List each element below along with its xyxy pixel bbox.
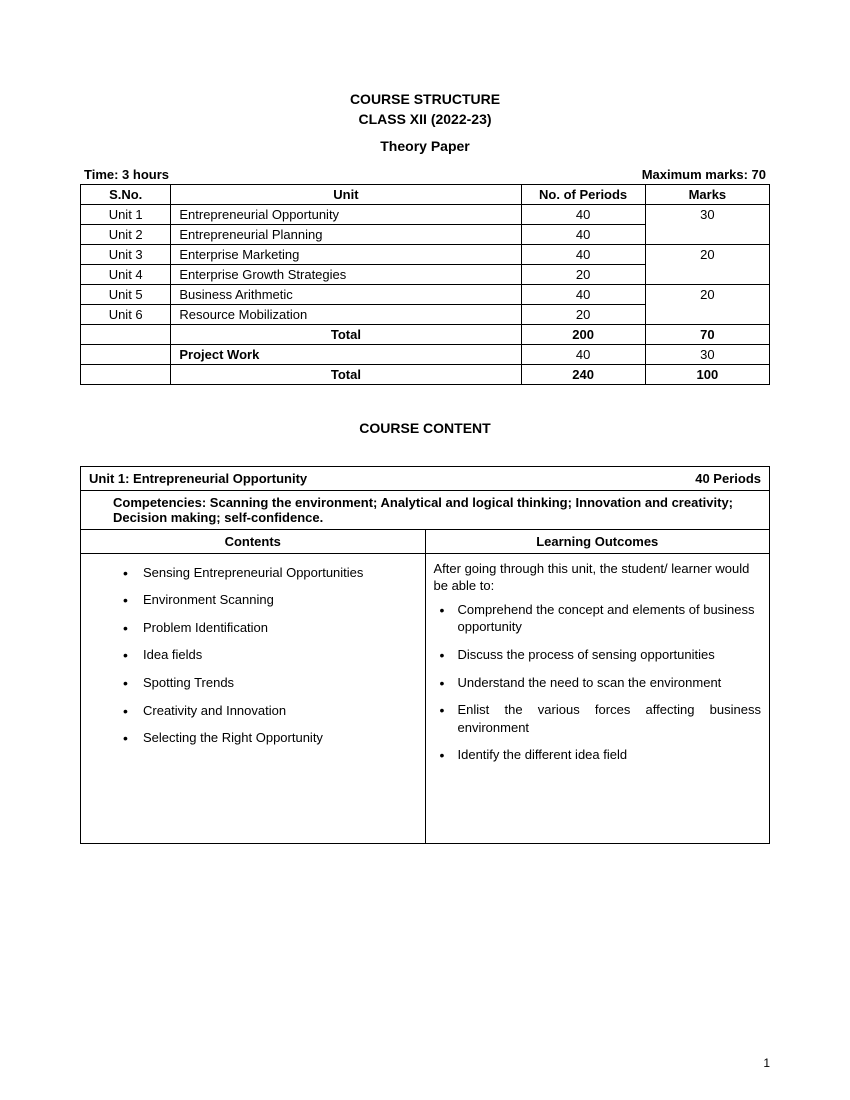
cell-sno: Unit 1 <box>81 204 171 224</box>
grand-total-row: Total240100 <box>81 364 770 384</box>
contents-list: Sensing Entrepreneurial Opportunities Env… <box>89 564 417 747</box>
header-periods: No. of Periods <box>521 184 645 204</box>
table-row: Unit 3Enterprise Marketing4020 <box>81 244 770 264</box>
list-item: Discuss the process of sensing opportuni… <box>436 646 762 664</box>
cell-sno: Unit 6 <box>81 304 171 324</box>
contents-header: Contents <box>81 529 426 553</box>
cell-periods: 40 <box>521 284 645 304</box>
max-marks-label: Maximum marks: 70 <box>642 167 766 182</box>
time-label: Time: 3 hours <box>84 167 169 182</box>
list-item: Spotting Trends <box>119 674 417 692</box>
unit-detail-table: Unit 1: Entrepreneurial Opportunity 40 P… <box>80 466 770 844</box>
cell-sno: Unit 3 <box>81 244 171 264</box>
unit-title: Unit 1: Entrepreneurial Opportunity <box>89 471 307 486</box>
title-line-3: Theory Paper <box>80 137 770 157</box>
outcomes-header: Learning Outcomes <box>425 529 770 553</box>
grand-total-periods: 240 <box>521 364 645 384</box>
header-marks: Marks <box>645 184 769 204</box>
cell-unit: Entrepreneurial Planning <box>171 224 521 244</box>
meta-row: Time: 3 hours Maximum marks: 70 <box>80 167 770 182</box>
list-item: Creativity and Innovation <box>119 702 417 720</box>
list-item: Comprehend the concept and elements of b… <box>436 601 762 636</box>
cell-periods: 40 <box>521 244 645 264</box>
list-item: Sensing Entrepreneurial Opportunities <box>119 564 417 582</box>
competencies-cell: Competencies: Scanning the environment; … <box>81 490 770 529</box>
title-line-1: COURSE STRUCTURE <box>80 90 770 110</box>
table-row: Unit 5Business Arithmetic4020 <box>81 284 770 304</box>
cell-sno: Unit 5 <box>81 284 171 304</box>
cell-periods: 20 <box>521 304 645 324</box>
course-content-heading: COURSE CONTENT <box>80 420 770 436</box>
outcomes-list: Comprehend the concept and elements of b… <box>434 601 762 764</box>
table-row: Unit 1Entrepreneurial Opportunity4030 <box>81 204 770 224</box>
project-row: Project Work4030 <box>81 344 770 364</box>
outcomes-cell: After going through this unit, the stude… <box>425 553 770 843</box>
header-unit: Unit <box>171 184 521 204</box>
list-item: Idea fields <box>119 646 417 664</box>
cell-periods: 40 <box>521 224 645 244</box>
list-item: Problem Identification <box>119 619 417 637</box>
outcomes-intro: After going through this unit, the stude… <box>434 560 762 595</box>
header-sno: S.No. <box>81 184 171 204</box>
project-periods: 40 <box>521 344 645 364</box>
subtotal-row: Total20070 <box>81 324 770 344</box>
unit-header-row: Unit 1: Entrepreneurial Opportunity 40 P… <box>81 466 770 490</box>
document-header: COURSE STRUCTURE CLASS XII (2022-23) The… <box>80 90 770 157</box>
page-number: 1 <box>763 1056 770 1070</box>
title-line-2: CLASS XII (2022-23) <box>80 110 770 130</box>
list-item: Selecting the Right Opportunity <box>119 729 417 747</box>
cell-sno: Unit 4 <box>81 264 171 284</box>
grand-total-label: Total <box>171 364 521 384</box>
project-marks: 30 <box>645 344 769 364</box>
cell-marks: 20 <box>645 244 769 284</box>
subtotal-periods: 200 <box>521 324 645 344</box>
subtotal-label: Total <box>171 324 521 344</box>
cell-unit: Business Arithmetic <box>171 284 521 304</box>
grand-total-marks: 100 <box>645 364 769 384</box>
cell-periods: 40 <box>521 204 645 224</box>
cell-periods: 20 <box>521 264 645 284</box>
list-item: Understand the need to scan the environm… <box>436 674 762 692</box>
cell-sno: Unit 2 <box>81 224 171 244</box>
cell-unit: Enterprise Marketing <box>171 244 521 264</box>
list-item: Enlist the various forces affecting busi… <box>436 701 762 736</box>
subtotal-marks: 70 <box>645 324 769 344</box>
project-label: Project Work <box>171 344 521 364</box>
cell-marks: 30 <box>645 204 769 244</box>
list-item: Environment Scanning <box>119 591 417 609</box>
list-item: Identify the different idea field <box>436 746 762 764</box>
cell-unit: Enterprise Growth Strategies <box>171 264 521 284</box>
cell-unit: Resource Mobilization <box>171 304 521 324</box>
unit-periods: 40 Periods <box>695 471 761 486</box>
contents-cell: Sensing Entrepreneurial Opportunities Env… <box>81 553 426 843</box>
cell-marks: 20 <box>645 284 769 324</box>
table-header-row: S.No. Unit No. of Periods Marks <box>81 184 770 204</box>
cell-unit: Entrepreneurial Opportunity <box>171 204 521 224</box>
course-structure-table: S.No. Unit No. of Periods Marks Unit 1En… <box>80 184 770 385</box>
